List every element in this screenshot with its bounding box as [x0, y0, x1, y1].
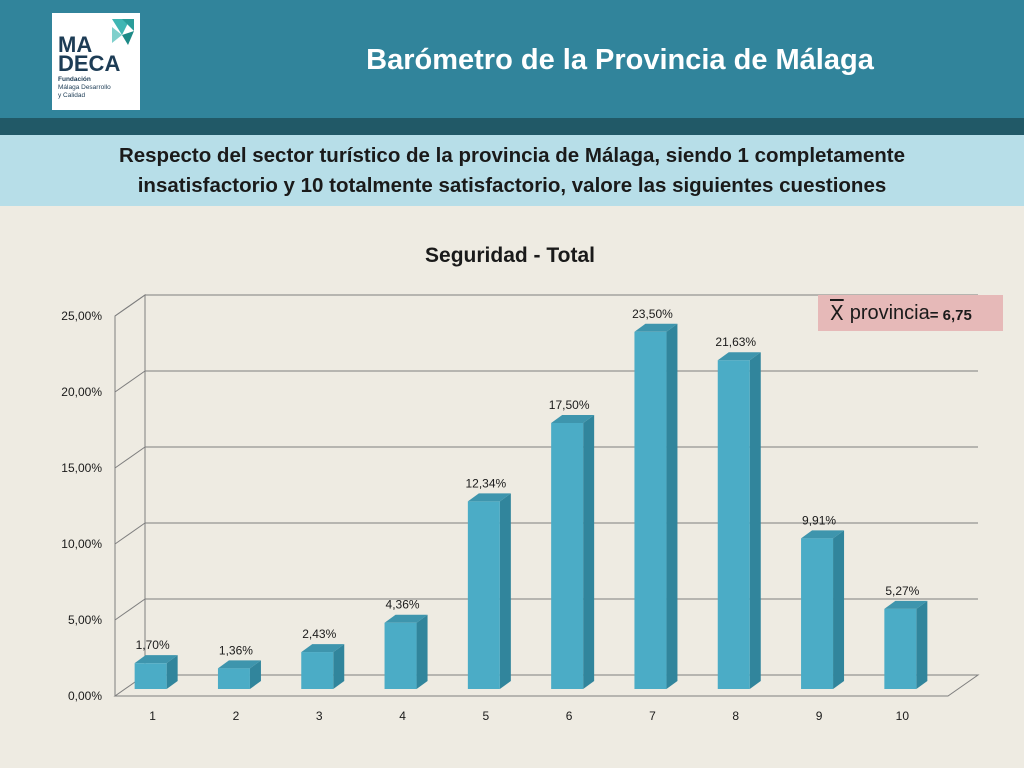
bar [634, 331, 667, 689]
bar-top [801, 530, 845, 539]
y-tick-label: 15,00% [61, 461, 102, 475]
x-tick-label: 10 [896, 709, 910, 723]
gridline [114, 370, 978, 393]
y-tick-label: 0,00% [68, 689, 102, 703]
bar-side [833, 530, 845, 689]
data-label: 1,36% [219, 643, 253, 657]
logo-subtitle: Fundación Málaga Desarrollo y Calidad [58, 76, 140, 100]
question-text: Respecto del sector turístico de la prov… [60, 141, 964, 201]
bar [884, 608, 917, 689]
data-label: 2,43% [302, 627, 336, 641]
mean-value: = 6,75 [929, 306, 972, 324]
bar-top [384, 614, 428, 623]
gridline [114, 446, 978, 469]
bar-top [717, 352, 761, 361]
x-tick-label: 5 [483, 709, 490, 723]
logo-sub-line-1: Fundación [58, 76, 91, 83]
gridline [114, 294, 978, 317]
y-tick-label: 5,00% [68, 613, 102, 627]
logo-mark-icon [112, 19, 134, 45]
logo-line-1: MA [58, 32, 93, 57]
gridline [114, 522, 978, 545]
chart-side-wall [114, 294, 146, 696]
question-line-2: insatisfactorio y 10 totalmente satisfac… [137, 174, 887, 197]
bar [217, 668, 250, 689]
y-tick-label: 20,00% [61, 385, 102, 399]
x-tick-label: 8 [732, 709, 739, 723]
bar-side [583, 415, 595, 689]
data-label: 9,91% [802, 513, 836, 527]
y-tick-label: 10,00% [61, 537, 102, 551]
bar-top [301, 644, 345, 653]
bar-side [416, 614, 428, 689]
logo-wordmark: MA DECA [58, 32, 138, 76]
page-title: Barómetro de la Provincia de Málaga [366, 44, 874, 76]
x-tick-label: 2 [233, 709, 240, 723]
x-tick-label: 6 [566, 709, 573, 723]
bar-top [217, 660, 261, 669]
bar-side [166, 655, 178, 689]
question-line-1: Respecto del sector turístico de la prov… [118, 144, 906, 167]
mean-symbol: X [830, 301, 844, 325]
province-mean-badge: X provincia = 6,75 [818, 295, 1003, 331]
bar [384, 622, 417, 689]
x-tick-label: 4 [399, 709, 406, 723]
data-label: 23,50% [632, 307, 673, 321]
logo-sub-line-2: Málaga Desarrollo [58, 84, 111, 91]
bar-top [884, 600, 928, 609]
x-tick-label: 3 [316, 709, 323, 723]
data-label: 5,27% [885, 584, 919, 598]
bar [301, 652, 334, 689]
bar-side [249, 660, 261, 689]
x-tick-label: 7 [649, 709, 656, 723]
bar-side [749, 352, 761, 689]
header-bar [0, 0, 1024, 118]
bar-top [467, 493, 511, 502]
header-stripe [0, 118, 1024, 135]
y-tick-label: 25,00% [61, 309, 102, 323]
bar-side [333, 644, 345, 689]
data-label: 12,34% [465, 476, 506, 490]
bar-side [916, 600, 928, 689]
bar-side [666, 323, 678, 689]
bar [134, 663, 167, 689]
data-label: 4,36% [386, 598, 420, 612]
logo-sub-line-3: y Calidad [58, 92, 86, 99]
mean-label: provincia [849, 301, 930, 324]
gridline [114, 598, 978, 621]
bar [467, 501, 500, 689]
madeca-logo: MA DECA Fundación Málaga Desarrollo y Ca… [52, 13, 140, 110]
bar-top [634, 323, 678, 332]
bar [551, 423, 584, 689]
logo-line-2: DECA [58, 51, 121, 76]
chart-title: Seguridad - Total [425, 244, 595, 267]
bar-chart: 0,00% 5,00% 10,00% 15,00% 20,00% 25,00% 1,70% 1… [61, 294, 980, 723]
x-tick-label: 9 [816, 709, 823, 723]
question-band [0, 135, 1024, 206]
data-label: 21,63% [715, 335, 756, 349]
bar-top [134, 655, 178, 664]
bar [717, 360, 750, 689]
data-label: 1,70% [136, 638, 170, 652]
data-label: 17,50% [549, 398, 590, 412]
bar-side [499, 493, 511, 689]
bar-top [551, 415, 595, 423]
bar [801, 538, 834, 689]
x-tick-label: 1 [149, 709, 156, 723]
